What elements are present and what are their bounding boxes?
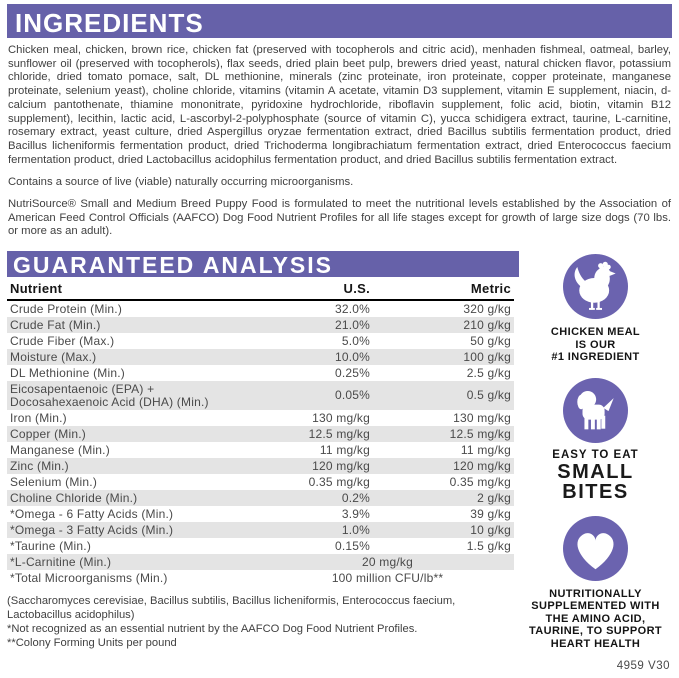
nutrient-metric-value: 50 g/kg <box>470 333 511 348</box>
nutrient-metric-value: 100 g/kg <box>463 349 511 364</box>
nutrient-us-value: 11 mg/kg <box>319 442 370 457</box>
nutrient-name: *Omega - 6 Fatty Acids (Min.) <box>10 506 174 521</box>
table-row: *Omega - 6 Fatty Acids (Min.) 3.9% 39 g/kg <box>7 506 514 522</box>
table-row: *L-Carnitine (Min.) 20 mg/kg <box>7 554 514 571</box>
nutrient-name: *Taurine (Min.) <box>10 538 92 553</box>
nutrient-name: Copper (Min.) <box>10 426 86 441</box>
nutrient-us-value: 3.9% <box>341 506 370 521</box>
chicken-icon <box>562 254 628 320</box>
table-row: Choline Chloride (Min.) 0.2% 2 g/kg <box>7 490 514 507</box>
nutrient-us-value: 0.15% <box>334 538 370 553</box>
guaranteed-analysis-title: GUARANTEED ANALYSIS <box>13 252 333 279</box>
nutrient-us-value: 21.0% <box>334 317 370 332</box>
nutrient-metric-value: 2.5 g/kg <box>466 365 511 380</box>
nutrient-metric-value: 11 mg/kg <box>460 442 511 457</box>
badge-heart-health-caption: NUTRITIONALLY SUPPLEMENTED WITH THE AMIN… <box>528 587 663 650</box>
table-row: Manganese (Min.) 11 mg/kg 11 mg/kg <box>7 442 514 458</box>
nutrient-metric-value: 210 g/kg <box>463 317 511 332</box>
badge-chicken-meal-caption: CHICKEN MEAL IS OUR #1 INGREDIENT <box>550 326 641 364</box>
table-row: Selenium (Min.) 0.35 mg/kg 0.35 mg/kg <box>7 474 514 490</box>
nutrient-us-value: 0.2% <box>341 490 370 505</box>
aafco-statement: NutriSource® Small and Medium Breed Pupp… <box>8 198 671 238</box>
table-row: Crude Fat (Min.) 21.0% 210 g/kg <box>7 317 514 334</box>
guaranteed-analysis-table-body: Crude Protein (Min.) 32.0% 320 g/kg Crude F… <box>7 300 514 586</box>
nutrient-metric-value: 0.5 g/kg <box>466 388 511 403</box>
nutrient-us-value: 10.0% <box>334 349 370 364</box>
nutrient-combined-value: 20 mg/kg <box>362 554 413 569</box>
badge-small-bites-top-caption: EASY TO EAT <box>552 448 639 461</box>
nutrient-name: Manganese (Min.) <box>10 442 110 457</box>
guaranteed-analysis-section: GUARANTEED ANALYSIS Nutrient U.S. Metric… <box>7 251 672 652</box>
table-row: DL Methionine (Min.) 0.25% 2.5 g/kg <box>7 365 514 381</box>
table-row: Crude Protein (Min.) 32.0% 320 g/kg <box>7 300 514 317</box>
nutrient-us-value: 130 mg/kg <box>312 410 370 425</box>
benefit-badges: CHICKEN MEAL IS OUR #1 INGREDIENT EASY T… <box>519 251 672 652</box>
table-row: Eicosapentaenoic (EPA) + Docosahexaenoic… <box>7 381 514 411</box>
table-row: Moisture (Max.) 10.0% 100 g/kg <box>7 349 514 366</box>
badge-small-bites-main-caption: SMALL BITES <box>557 460 634 503</box>
heart-icon <box>563 515 628 581</box>
ingredients-header-bar: INGREDIENTS <box>7 4 672 38</box>
nutrient-us-value: 32.0% <box>334 301 370 316</box>
nutrient-metric-value: 320 g/kg <box>463 301 511 316</box>
footnotes: (Saccharomyces cerevisiae, Bacillus subt… <box>7 595 477 651</box>
nutrient-name: Crude Fat (Min.) <box>10 317 101 332</box>
nutrient-us-value: 1.0% <box>341 522 370 537</box>
nutrient-us-value: 0.35 mg/kg <box>308 474 370 489</box>
ingredients-title: INGREDIENTS <box>15 8 204 38</box>
column-header-metric: Metric <box>373 281 514 302</box>
guaranteed-analysis-header-bar: GUARANTEED ANALYSIS <box>7 251 519 279</box>
ingredients-section: INGREDIENTS Chicken meal, chicken, brown… <box>7 4 672 239</box>
nutrient-us-value: 120 mg/kg <box>312 458 370 473</box>
badge-heart-health: NUTRITIONALLY SUPPLEMENTED WITH THE AMIN… <box>528 515 663 651</box>
table-row: *Omega - 3 Fatty Acids (Min.) 1.0% 10 g/kg <box>7 522 514 539</box>
footnote-microorganism-species: (Saccharomyces cerevisiae, Bacillus subt… <box>7 595 456 621</box>
column-header-us: U.S. <box>261 281 373 302</box>
nutrient-name: DL Methionine (Min.) <box>10 365 125 380</box>
nutrient-name: Choline Chloride (Min.) <box>10 490 138 505</box>
badge-small-bites: EASY TO EAT SMALL BITES <box>552 377 639 503</box>
table-row: Crude Fiber (Max.) 5.0% 50 g/kg <box>7 333 514 349</box>
footnote-cfu: **Colony Forming Units per pound <box>7 637 177 650</box>
nutrient-metric-value: 120 mg/kg <box>453 458 511 473</box>
table-row: Iron (Min.) 130 mg/kg 130 mg/kg <box>7 410 514 426</box>
column-header-nutrient: Nutrient <box>7 281 261 302</box>
nutrient-us-value: 0.25% <box>334 365 370 380</box>
nutrient-metric-value: 2 g/kg <box>477 490 511 505</box>
nutrient-metric-value: 0.35 mg/kg <box>449 474 511 489</box>
table-row: Zinc (Min.) 120 mg/kg 120 mg/kg <box>7 458 514 475</box>
microorganisms-note: Contains a source of live (viable) natur… <box>8 176 354 189</box>
nutrient-name: Moisture (Max.) <box>10 349 97 364</box>
nutrient-name: *L-Carnitine (Min.) <box>10 554 112 569</box>
nutrient-metric-value: 10 g/kg <box>470 522 511 537</box>
nutrient-name: Iron (Min.) <box>10 410 67 425</box>
nutrient-combined-value: 100 million CFU/lb** <box>331 570 444 585</box>
guaranteed-analysis-table: Nutrient U.S. Metric Crude Protein (Min.… <box>7 281 514 586</box>
table-header-row: Nutrient U.S. Metric <box>7 281 514 302</box>
badge-chicken-meal: CHICKEN MEAL IS OUR #1 INGREDIENT <box>551 254 640 364</box>
nutrient-name: Selenium (Min.) <box>10 474 98 489</box>
ingredients-paragraph: Chicken meal, chicken, brown rice, chick… <box>8 44 671 166</box>
nutrient-us-value: 5.0% <box>341 333 370 348</box>
nutrient-metric-value: 130 mg/kg <box>453 410 511 425</box>
nutrient-us-value: 12.5 mg/kg <box>308 426 370 441</box>
nutrient-metric-value: 12.5 mg/kg <box>449 426 511 441</box>
nutrient-metric-value: 1.5 g/kg <box>466 538 511 553</box>
nutrient-name: Crude Fiber (Max.) <box>10 333 115 348</box>
nutrient-name: Eicosapentaenoic (EPA) + Docosahexaenoic… <box>10 381 209 409</box>
nutrient-us-value: 0.05% <box>334 388 370 403</box>
nutrient-name: *Total Microorganisms (Min.) <box>10 570 168 585</box>
document-code: 4959 V30 <box>616 660 670 672</box>
nutrient-name: Crude Protein (Min.) <box>10 301 123 316</box>
nutrient-name: *Omega - 3 Fatty Acids (Min.) <box>10 522 174 537</box>
guaranteed-analysis-column: GUARANTEED ANALYSIS Nutrient U.S. Metric… <box>7 251 519 652</box>
table-row: *Total Microorganisms (Min.) 100 million … <box>7 570 514 586</box>
footnote-not-recognized: *Not recognized as an essential nutrient… <box>7 622 418 635</box>
puppy-icon <box>562 377 628 443</box>
table-row: *Taurine (Min.) 0.15% 1.5 g/kg <box>7 538 514 554</box>
nutrient-name: Zinc (Min.) <box>10 458 69 473</box>
table-row: Copper (Min.) 12.5 mg/kg 12.5 mg/kg <box>7 426 514 443</box>
nutrient-metric-value: 39 g/kg <box>470 506 511 521</box>
